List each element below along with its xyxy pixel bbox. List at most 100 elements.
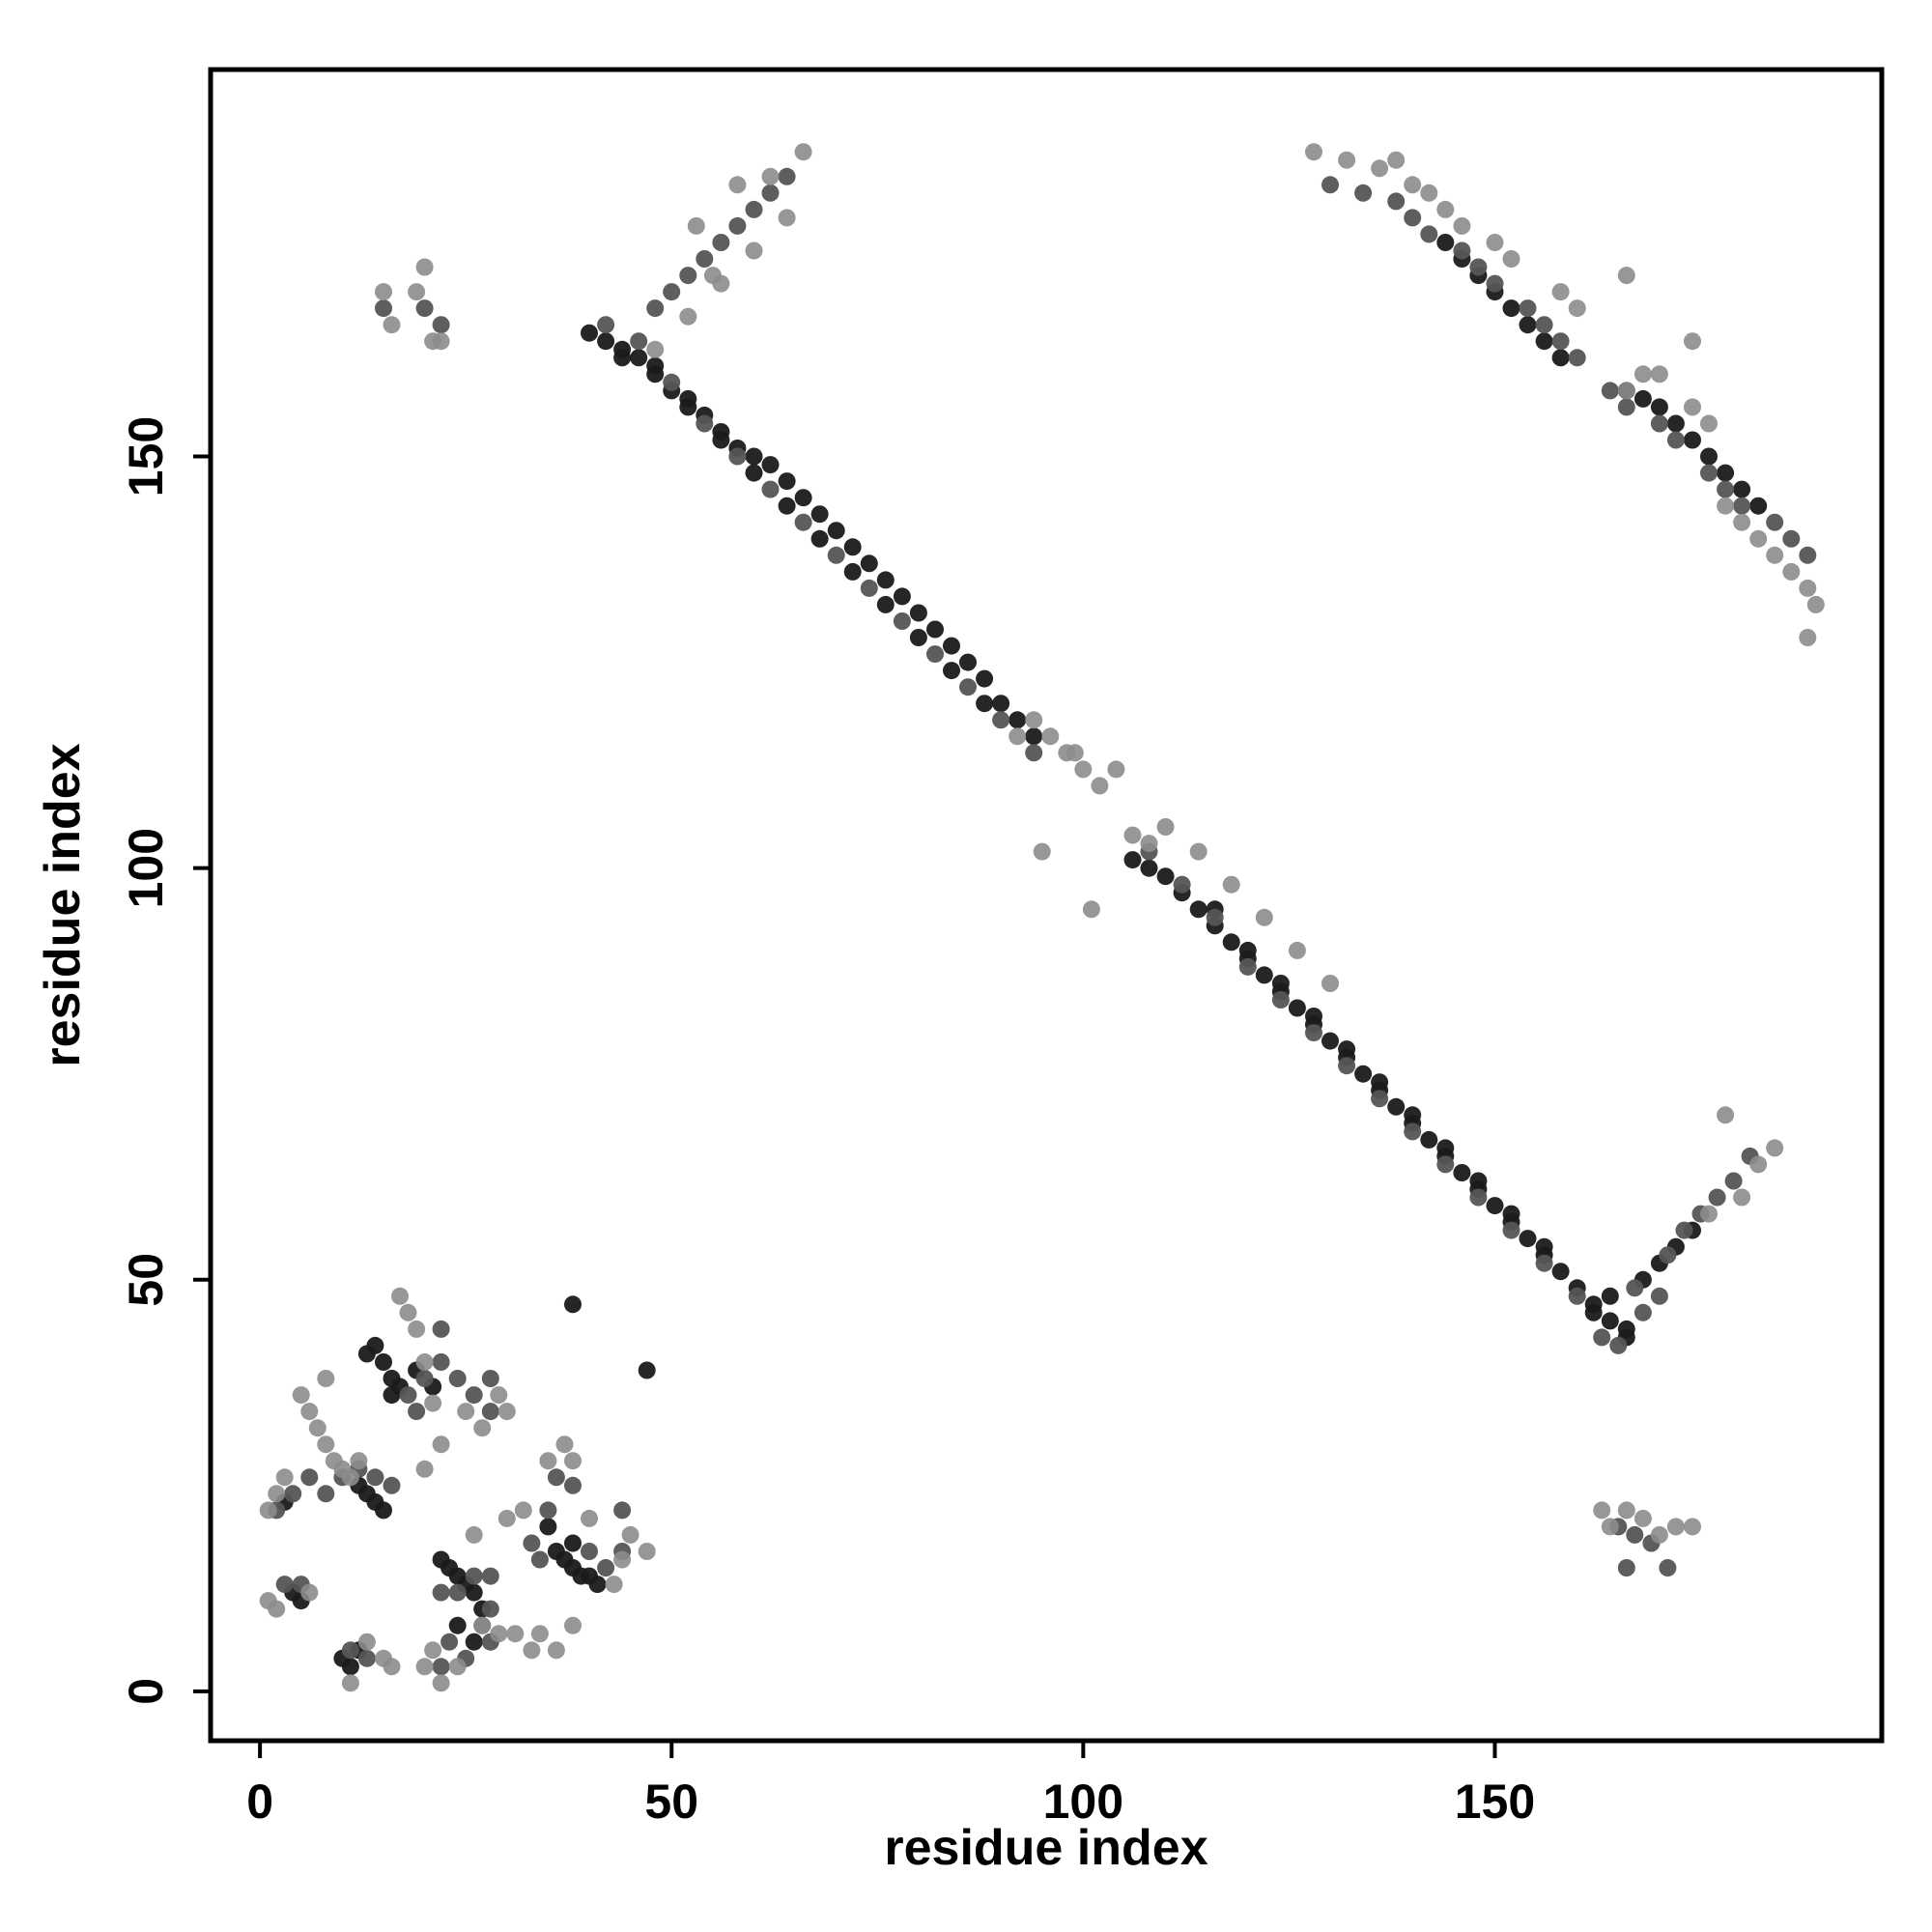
contact-point-dark-11	[761, 456, 780, 474]
contact-point-light-9	[687, 216, 705, 235]
contact-point-dark-128	[1535, 332, 1553, 351]
contact-point-mid-17	[1238, 957, 1257, 976]
contact-point-mid-3	[696, 414, 714, 433]
contact-point-light-87	[1338, 151, 1356, 169]
contact-point-light-32	[1288, 941, 1306, 959]
contact-point-mid-73	[432, 1658, 450, 1676]
contact-point-light-11	[408, 283, 426, 301]
contact-point-light-54	[399, 1303, 417, 1321]
contact-point-light-72	[523, 1641, 541, 1660]
contact-point-dark-67	[876, 595, 895, 613]
contact-point-mid-75	[530, 1550, 549, 1569]
contact-point-mid-35	[712, 234, 730, 251]
contact-point-light-20	[1074, 760, 1093, 779]
contact-point-mid-38	[761, 184, 780, 202]
contact-point-light-92	[1436, 200, 1455, 218]
contact-point-mid-103	[1486, 274, 1504, 293]
contact-point-light-37	[292, 1386, 310, 1405]
contact-point-light-29	[1189, 842, 1208, 861]
contact-point-dark-13	[794, 489, 812, 507]
contact-point-dark-107	[465, 1633, 483, 1651]
contact-point-mid-101	[1453, 242, 1471, 260]
contact-point-light-117	[1733, 1188, 1751, 1207]
contact-point-dark-59	[613, 349, 632, 367]
contact-point-dark-115	[539, 1518, 557, 1536]
contact-point-light-64	[415, 1658, 434, 1676]
contact-point-light-62	[497, 1403, 516, 1421]
contact-point-mid-6	[794, 513, 812, 531]
contact-point-light-65	[432, 1674, 450, 1692]
contact-point-dark-132	[1650, 398, 1668, 416]
contact-point-light-44	[350, 1452, 368, 1470]
contact-point-mid-19	[1305, 1024, 1322, 1042]
contact-point-mid-45	[366, 1468, 384, 1487]
contact-point-dark-50	[1486, 1197, 1504, 1215]
y-axis-ticks: 0 50 100 150	[119, 416, 211, 1705]
contact-point-mid-1	[630, 332, 648, 351]
contact-point-light-112	[1684, 332, 1701, 351]
contact-point-mid-39	[778, 167, 796, 185]
contact-point-mid-117	[1799, 546, 1817, 564]
contact-point-dark-117	[638, 1361, 656, 1379]
contact-point-light-4	[778, 209, 796, 227]
contact-point-mid-105	[1535, 316, 1553, 334]
contact-point-mid-108	[1601, 382, 1619, 400]
contact-point-mid-54	[357, 1649, 376, 1667]
contact-point-mid-61	[465, 1386, 483, 1405]
contact-point-mid-116	[1782, 529, 1801, 548]
contact-point-mid-76	[539, 1501, 557, 1520]
contact-point-mid-97	[1354, 184, 1373, 202]
contact-point-light-105	[1733, 513, 1751, 531]
contact-point-light-104	[1717, 497, 1735, 515]
contact-point-mid-28	[1593, 1328, 1611, 1347]
contact-point-dark-113	[588, 1576, 607, 1594]
contact-point-mid-109	[1617, 398, 1635, 416]
contact-point-dark-133	[1666, 414, 1685, 433]
contact-point-mid-29	[1609, 1336, 1628, 1354]
contact-point-mid-112	[1700, 464, 1718, 482]
contact-point-mid-84	[1650, 1287, 1668, 1305]
x-axis-label: residue index	[884, 1820, 1208, 1876]
contact-point-light-114	[1749, 1155, 1768, 1174]
contact-point-mid-27	[1568, 1287, 1586, 1305]
contact-point-mid-41	[432, 316, 450, 334]
contact-point-light-70	[490, 1625, 508, 1643]
contact-point-mid-16	[1206, 908, 1224, 926]
contact-point-light-43	[341, 1468, 359, 1487]
contact-point-mid-32	[663, 283, 681, 301]
contact-point-dark-87	[383, 1386, 401, 1405]
contact-point-mid-60	[448, 1370, 467, 1387]
contact-point-light-60	[473, 1419, 492, 1437]
contact-point-mid-25	[1502, 1221, 1520, 1239]
contact-point-mid-46	[383, 1476, 401, 1494]
contact-point-dark-70	[976, 695, 994, 713]
contact-point-dark-136	[1717, 464, 1735, 482]
contact-point-light-124	[1684, 1518, 1701, 1536]
contact-point-mid-21	[1371, 1090, 1389, 1108]
plot-frame	[208, 67, 1885, 1744]
contact-point-mid-88	[1708, 1188, 1726, 1207]
contact-point-light-52	[383, 1658, 401, 1676]
contact-point-mid-26	[1535, 1254, 1553, 1272]
contact-point-dark-20	[909, 604, 927, 622]
x-tick-label-100: 100	[1043, 1775, 1123, 1829]
contact-point-mid-96	[1321, 176, 1339, 194]
contact-point-light-40	[317, 1435, 335, 1454]
contact-point-dark-22	[943, 637, 960, 655]
contact-point-mid-111	[1666, 431, 1685, 449]
contact-point-dark-19	[893, 587, 911, 606]
x-tick-label-50: 50	[644, 1775, 698, 1829]
contact-point-light-6	[794, 143, 812, 161]
contact-point-light-111	[1799, 629, 1817, 646]
contact-point-mid-115	[1766, 513, 1784, 531]
contact-point-light-8	[703, 267, 722, 285]
contact-point-light-77	[555, 1435, 574, 1454]
contact-point-dark-54	[1551, 1263, 1570, 1281]
contact-point-mid-63	[481, 1370, 499, 1387]
y-tick-label-150: 150	[119, 416, 173, 497]
contact-point-mid-110	[1650, 414, 1668, 433]
contact-point-light-98	[1617, 267, 1635, 285]
contact-point-mid-30	[1626, 1279, 1644, 1297]
contact-point-light-75	[497, 1509, 516, 1527]
contact-point-light-58	[432, 1435, 450, 1454]
